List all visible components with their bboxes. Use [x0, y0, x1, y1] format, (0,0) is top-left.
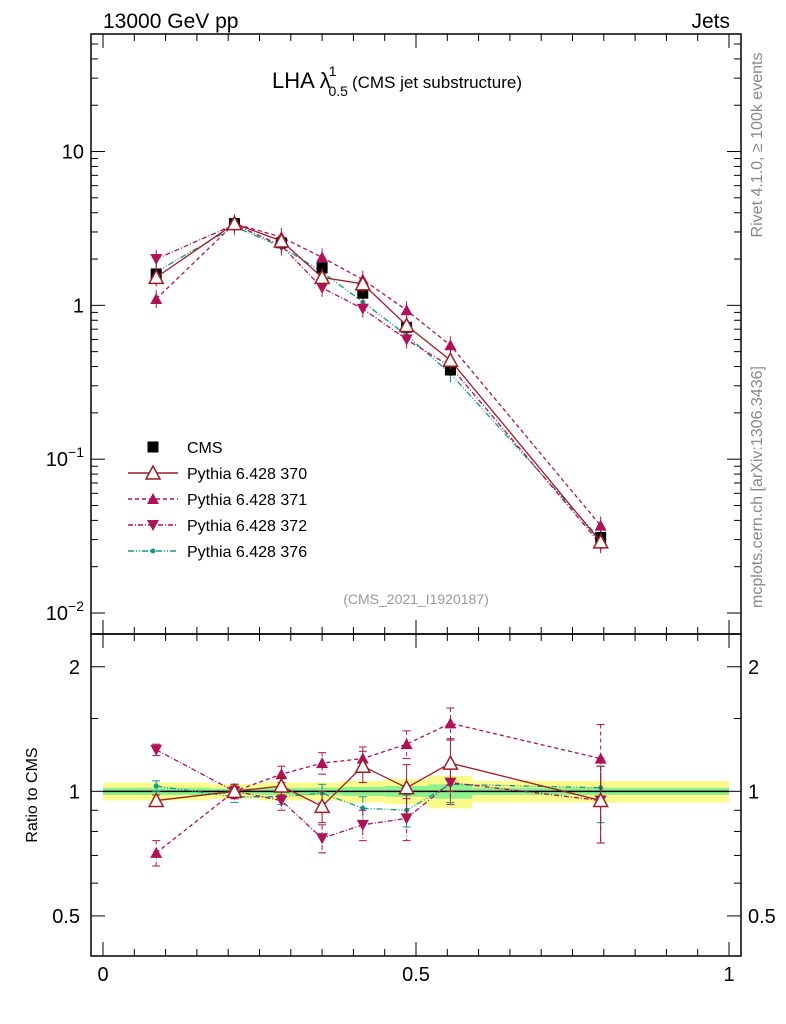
- data-point: [144, 464, 162, 480]
- data-point: [356, 303, 369, 315]
- data-point: [313, 268, 331, 285]
- legend-label: Pythia 6.428 370: [187, 466, 307, 483]
- ratio-series-line: [156, 783, 601, 811]
- data-point: [147, 493, 159, 504]
- data-point: [150, 548, 156, 554]
- data-point: [316, 833, 329, 845]
- data-point: [400, 334, 413, 346]
- data-point: [147, 441, 159, 453]
- ratio-y-tick-label-left: 1: [69, 781, 80, 803]
- data-point: [316, 282, 329, 294]
- data-point: [150, 744, 163, 756]
- data-point: [398, 779, 415, 795]
- data-point: [150, 254, 163, 266]
- data-point: [226, 215, 243, 231]
- data-point: [354, 757, 372, 773]
- legend-entry: CMS: [147, 440, 223, 457]
- data-point: [150, 292, 163, 304]
- legend-entry: Pythia 6.428 371: [128, 492, 307, 509]
- data-point: [147, 791, 165, 808]
- ratio-y-tick-label-left: 0.5: [52, 906, 80, 928]
- data-point: [316, 262, 328, 274]
- data-point: [592, 533, 609, 549]
- legend-label: Pythia 6.428 371: [187, 492, 307, 509]
- data-point: [226, 782, 243, 799]
- main-y-tick-label: 1: [73, 295, 84, 317]
- ratio-y-tick-label-right: 2: [748, 657, 759, 679]
- data-point: [398, 316, 415, 333]
- ratio-series-line: [155, 722, 601, 854]
- x-tick-label: 0.5: [402, 964, 430, 986]
- data-point: [316, 251, 329, 263]
- ratio-series-line: [156, 762, 601, 808]
- data-point: [444, 339, 457, 351]
- data-point: [275, 768, 288, 780]
- legend-label: Pythia 6.428 372: [187, 518, 307, 535]
- data-point: [153, 783, 159, 789]
- legend-entry: Pythia 6.428 376: [128, 544, 307, 561]
- mcplots-label: mcplots.cern.ch [arXiv:1306.3436]: [749, 366, 766, 608]
- legend-entry: Pythia 6.428 370: [128, 464, 307, 483]
- main-y-tick-label: 10: [62, 142, 84, 164]
- analysis-label: (CMS_2021_I1920187): [343, 591, 489, 607]
- series-line: [155, 222, 602, 543]
- data-point: [356, 819, 369, 831]
- data-point: [360, 805, 366, 811]
- data-point: [357, 287, 369, 299]
- data-point: [316, 757, 329, 769]
- data-point: [147, 268, 165, 285]
- ratio-y-tick-label-right: 0.5: [748, 906, 776, 928]
- header-left-label: 13000 GeV pp: [103, 10, 239, 33]
- series-pythia-6-428-371: [150, 214, 607, 535]
- series-pythia-6-428-370: [147, 214, 609, 551]
- data-point: [400, 738, 413, 750]
- data-point: [147, 520, 159, 531]
- ratio-y-tick-label-right: 1: [748, 781, 759, 803]
- data-point: [594, 519, 607, 531]
- chart-title-note: (CMS jet substructure): [352, 73, 522, 92]
- data-point: [354, 275, 372, 291]
- ratio-series-line: [155, 749, 601, 840]
- data-point: [275, 795, 288, 807]
- header-right-label: Jets: [691, 10, 730, 33]
- data-point: [444, 717, 457, 729]
- x-tick-label: 1: [723, 964, 734, 986]
- series-line: [155, 223, 602, 545]
- data-point: [400, 304, 413, 316]
- chart-title-main: LHA λ: [272, 68, 331, 93]
- data-point: [400, 813, 413, 825]
- data-point: [273, 777, 290, 793]
- ratio-y-tick-label-left: 2: [69, 657, 80, 679]
- data-point: [444, 364, 456, 376]
- data-point: [592, 791, 609, 808]
- chart-title: LHA λ1 0.5 (CMS jet substructure): [272, 63, 522, 99]
- data-point: [273, 232, 290, 248]
- rivet-version-label: Rivet 4.1.0, ≥ 100k events: [749, 53, 766, 238]
- chart-title-sup: 1: [329, 63, 337, 79]
- series-line: [155, 222, 602, 527]
- main-y-tick-label: 10−2: [46, 598, 84, 625]
- x-tick-label: 0: [97, 964, 108, 986]
- data-point: [150, 846, 163, 858]
- data-point: [442, 351, 459, 367]
- legend-entry: Pythia 6.428 372: [128, 518, 307, 535]
- ratio-series-pythia-6-428-370: [147, 738, 609, 844]
- data-point: [442, 754, 459, 770]
- chart-title-sub: 0.5: [329, 83, 349, 99]
- legend-label: CMS: [187, 440, 223, 457]
- data-point: [594, 752, 607, 764]
- ratio-y-axis-label: Ratio to CMS: [24, 747, 41, 842]
- legend-label: Pythia 6.428 376: [187, 544, 307, 561]
- main-y-tick-label: 10−1: [46, 444, 84, 471]
- data-point: [313, 797, 331, 814]
